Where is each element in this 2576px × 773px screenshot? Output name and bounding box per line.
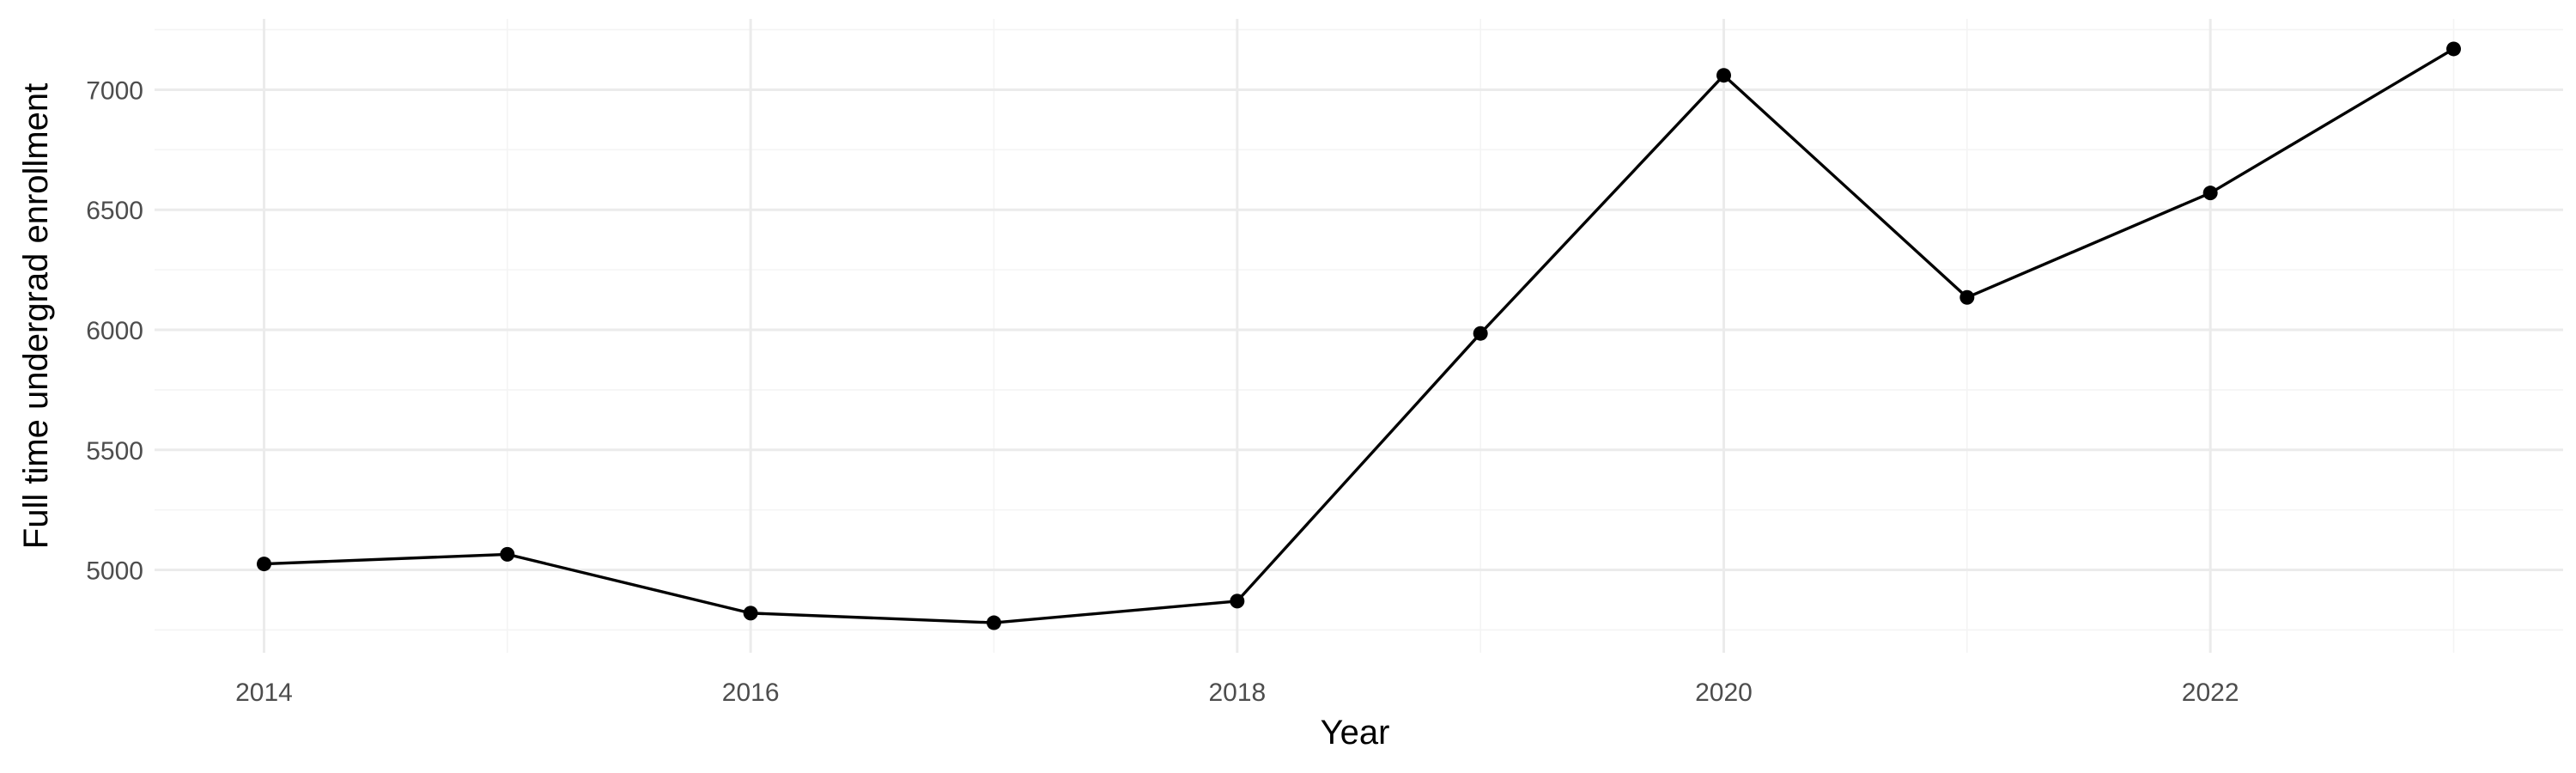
data-point bbox=[257, 557, 271, 572]
x-tick-label: 2020 bbox=[1695, 679, 1753, 707]
data-point bbox=[2202, 186, 2218, 201]
x-tick-label: 2022 bbox=[2182, 679, 2239, 707]
y-axis-title: Full time undergrad enrollment bbox=[17, 83, 55, 549]
data-point bbox=[1230, 593, 1245, 609]
data-point bbox=[500, 546, 515, 562]
y-tick-label: 6500 bbox=[86, 197, 143, 225]
data-point bbox=[1473, 326, 1488, 341]
y-tick-label: 7000 bbox=[86, 76, 143, 105]
grid bbox=[155, 19, 2563, 653]
x-axis-title: Year bbox=[1321, 714, 1390, 752]
x-axis-ticks: 2014 2016 2018 2020 2022 bbox=[235, 679, 2239, 707]
x-tick-label: 2018 bbox=[1208, 679, 1266, 707]
y-tick-label: 5500 bbox=[86, 437, 143, 466]
y-tick-label: 5000 bbox=[86, 557, 143, 586]
data-point bbox=[1959, 289, 1975, 305]
data-point bbox=[987, 615, 1001, 630]
data-point bbox=[2446, 41, 2461, 57]
x-tick-label: 2014 bbox=[235, 679, 293, 707]
series-line-group bbox=[264, 47, 2455, 624]
series-line bbox=[264, 47, 2455, 624]
data-point bbox=[743, 606, 758, 621]
y-axis-ticks: 5000 5500 6000 6500 7000 bbox=[86, 76, 143, 585]
data-point bbox=[1716, 68, 1731, 83]
y-tick-label: 6000 bbox=[86, 317, 143, 345]
data-points bbox=[257, 41, 2461, 630]
x-tick-label: 2016 bbox=[722, 679, 780, 707]
